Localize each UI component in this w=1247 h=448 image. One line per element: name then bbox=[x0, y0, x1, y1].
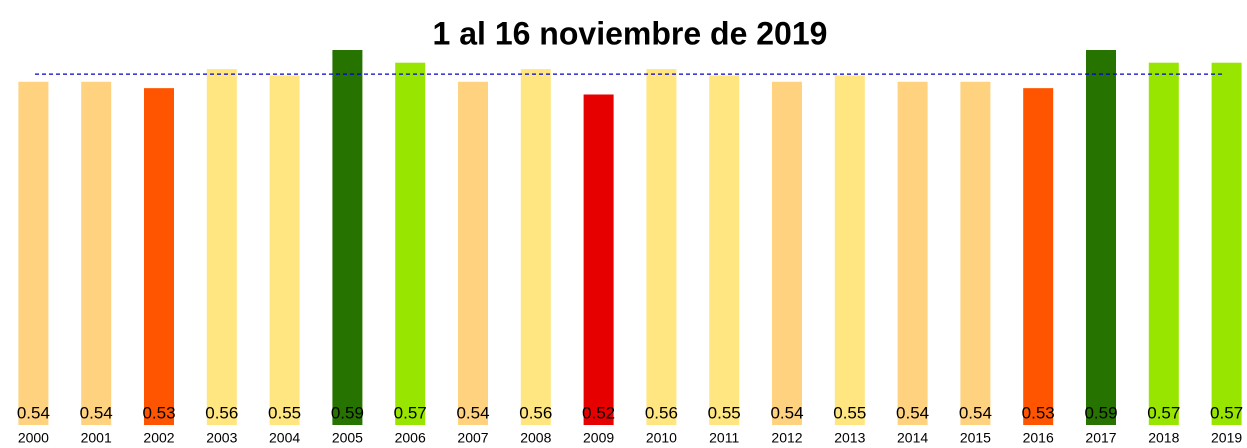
bar bbox=[18, 81, 49, 425]
value-label: 0.54 bbox=[959, 403, 992, 422]
bar bbox=[646, 69, 677, 425]
x-tick-label: 2014 bbox=[897, 430, 928, 446]
value-label: 0.59 bbox=[331, 403, 364, 422]
value-label: 0.55 bbox=[708, 403, 741, 422]
x-tick-label: 2009 bbox=[583, 430, 614, 446]
value-label: 0.56 bbox=[205, 403, 238, 422]
value-label: 0.55 bbox=[268, 403, 301, 422]
bar bbox=[332, 50, 363, 425]
x-tick-label: 2013 bbox=[834, 430, 865, 446]
x-tick-label: 2001 bbox=[81, 430, 112, 446]
value-label: 0.57 bbox=[394, 403, 427, 422]
value-label: 0.56 bbox=[519, 403, 552, 422]
x-tick-label: 2005 bbox=[332, 430, 363, 446]
bar bbox=[520, 69, 551, 425]
x-tick-label: 2007 bbox=[457, 430, 488, 446]
x-tick-label: 2003 bbox=[206, 430, 237, 446]
bar bbox=[897, 81, 928, 425]
value-label: 0.54 bbox=[80, 403, 113, 422]
bar bbox=[1086, 50, 1116, 425]
value-label: 0.54 bbox=[17, 403, 50, 422]
bar bbox=[709, 75, 740, 425]
x-tick-label: 2008 bbox=[520, 430, 551, 446]
value-label: 0.55 bbox=[833, 403, 866, 422]
x-tick-label: 2016 bbox=[1023, 430, 1054, 446]
x-tick-label: 2017 bbox=[1085, 430, 1116, 446]
x-tick-label: 2012 bbox=[771, 430, 802, 446]
bar bbox=[1023, 88, 1054, 425]
x-tick-label: 2011 bbox=[709, 430, 739, 446]
bar bbox=[834, 75, 865, 425]
value-label: 0.54 bbox=[896, 403, 929, 422]
x-tick-label: 2015 bbox=[960, 430, 991, 446]
chart-title: 1 al 16 noviembre de 2019 bbox=[433, 15, 828, 51]
bar bbox=[1211, 62, 1242, 426]
value-label: 0.53 bbox=[142, 403, 175, 422]
x-tick-label: 2002 bbox=[143, 430, 174, 446]
x-tick-label: 2006 bbox=[395, 430, 426, 446]
bar bbox=[458, 81, 488, 425]
bar bbox=[144, 88, 174, 425]
bar bbox=[81, 81, 112, 425]
value-label: 0.56 bbox=[645, 403, 678, 422]
value-label: 0.52 bbox=[582, 403, 615, 422]
bar bbox=[395, 62, 426, 426]
bar bbox=[206, 69, 237, 425]
value-label: 0.57 bbox=[1210, 403, 1243, 422]
bar bbox=[772, 81, 802, 425]
value-label: 0.57 bbox=[1147, 403, 1180, 422]
value-label: 0.59 bbox=[1084, 403, 1117, 422]
bar bbox=[269, 75, 300, 425]
x-tick-label: 2018 bbox=[1148, 430, 1179, 446]
value-label: 0.53 bbox=[1022, 403, 1055, 422]
value-label: 0.54 bbox=[456, 403, 489, 422]
x-tick-label: 2019 bbox=[1211, 430, 1242, 446]
x-tick-label: 2000 bbox=[18, 430, 49, 446]
value-label: 0.54 bbox=[770, 403, 803, 422]
x-tick-label: 2004 bbox=[269, 430, 300, 446]
bar bbox=[960, 81, 991, 425]
bar bbox=[1148, 62, 1179, 426]
bar bbox=[583, 94, 614, 426]
x-tick-label: 2010 bbox=[646, 430, 677, 446]
